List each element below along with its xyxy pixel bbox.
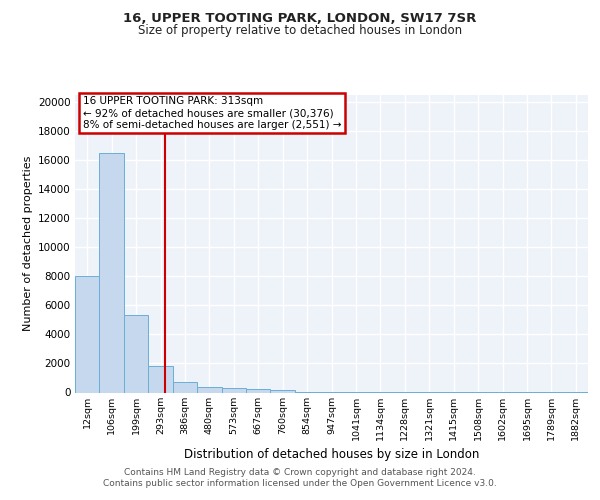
Bar [173, 382, 197, 392]
Text: 16, UPPER TOOTING PARK, LONDON, SW17 7SR: 16, UPPER TOOTING PARK, LONDON, SW17 7SR [124, 12, 476, 26]
Text: 16 UPPER TOOTING PARK: 313sqm
← 92% of detached houses are smaller (30,376)
8% o: 16 UPPER TOOTING PARK: 313sqm ← 92% of d… [83, 96, 341, 130]
Text: Size of property relative to detached houses in London: Size of property relative to detached ho… [138, 24, 462, 37]
Bar [221, 388, 246, 392]
Bar [124, 315, 148, 392]
Text: Contains HM Land Registry data © Crown copyright and database right 2024.
Contai: Contains HM Land Registry data © Crown c… [103, 468, 497, 487]
Bar [148, 366, 173, 392]
Bar [246, 389, 271, 392]
Y-axis label: Number of detached properties: Number of detached properties [23, 156, 32, 332]
Bar [197, 388, 221, 392]
Bar [271, 390, 295, 392]
X-axis label: Distribution of detached houses by size in London: Distribution of detached houses by size … [184, 448, 479, 461]
Bar [75, 276, 100, 392]
Bar [100, 153, 124, 392]
